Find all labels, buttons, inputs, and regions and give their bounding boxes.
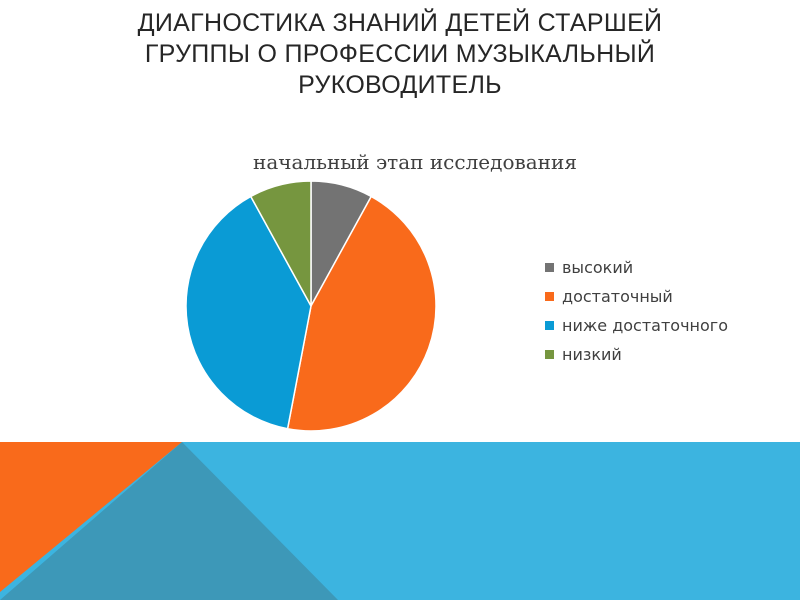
legend-swatch [545, 350, 554, 359]
chart-legend: высокий достаточный ниже достаточного низки… [545, 253, 728, 369]
slide-title-line: ГРУППЫ О ПРОФЕССИИ МУЗЫКАЛЬНЫЙ [144, 40, 656, 68]
legend-item: низкий [545, 340, 728, 369]
legend-label: достаточный [562, 287, 673, 306]
legend-swatch [545, 263, 554, 272]
legend-swatch [545, 292, 554, 301]
pie-slice-3 [185, 195, 312, 430]
legend-label: высокий [562, 258, 634, 277]
slide-title: ДИАГНОСТИКА ЗНАНИЙ ДЕТЕЙ СТАРШЕЙ ГРУППЫ … [90, 8, 710, 101]
legend-label: низкий [562, 345, 622, 364]
legend-swatch [545, 321, 554, 330]
slide-title-line: ДИАГНОСТИКА ЗНАНИЙ ДЕТЕЙ СТАРШЕЙ [137, 9, 663, 37]
legend-item: высокий [545, 253, 728, 282]
footer-decoration [0, 442, 800, 600]
footer-teal-triangle [0, 442, 338, 600]
legend-item: достаточный [545, 282, 728, 311]
footer-orange-triangle [0, 442, 182, 592]
slide-title-line: РУКОВОДИТЕЛЬ [298, 71, 502, 99]
pie-slice-4 [249, 180, 312, 307]
pie-slice-2 [286, 195, 437, 432]
chart-title: начальный этап исследования [253, 150, 577, 174]
legend-item: ниже достаточного [545, 311, 728, 340]
legend-label: ниже достаточного [562, 316, 728, 335]
pie-chart [185, 180, 437, 432]
